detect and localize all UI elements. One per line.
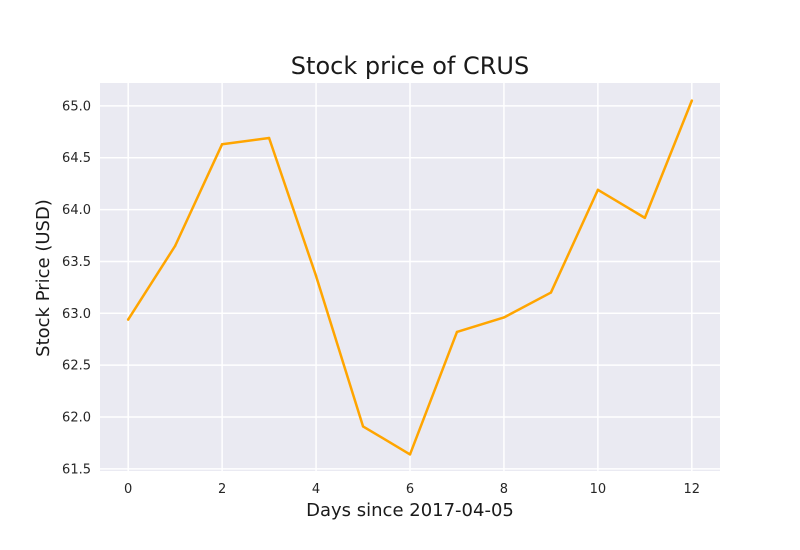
y-tick-label: 62.5 [62, 359, 91, 374]
x-tick-label: 4 [312, 482, 320, 497]
series-layer [126, 99, 694, 456]
data-point [502, 316, 506, 319]
x-axis-label: Days since 2017-04-05 [306, 500, 514, 521]
y-tick-label: 64.0 [62, 203, 91, 218]
y-axis-label: Stock Price (USD) [33, 199, 54, 357]
y-tick-label: 65.0 [62, 99, 91, 114]
data-point [549, 291, 553, 294]
data-point [314, 274, 318, 278]
data-point [361, 425, 365, 428]
y-tick-label: 64.5 [62, 151, 91, 166]
x-axis-ticks: 0 2 4 6 8 10 12 [124, 482, 700, 497]
y-tick-label: 61.5 [62, 462, 91, 477]
x-tick-label: 8 [500, 482, 508, 497]
y-tick-label: 63.5 [62, 255, 91, 270]
data-point [173, 244, 177, 248]
x-tick-label: 6 [406, 482, 414, 497]
chart-title: Stock price of CRUS [291, 52, 529, 80]
data-point [643, 216, 647, 220]
data-point [408, 453, 412, 456]
y-axis-ticks: 61.5 62.0 62.5 63.0 63.5 64.0 64.5 65.0 [62, 99, 91, 477]
x-tick-label: 0 [124, 482, 132, 497]
y-tick-label: 63.0 [62, 307, 91, 322]
x-tick-label: 12 [684, 482, 701, 497]
x-tick-label: 10 [590, 482, 607, 497]
data-point [126, 318, 130, 321]
data-point [690, 99, 694, 102]
x-tick-label: 2 [218, 482, 226, 497]
y-tick-label: 62.0 [62, 411, 91, 426]
data-point [220, 143, 224, 146]
data-point [596, 188, 600, 192]
data-point [455, 330, 459, 334]
y-gridlines [100, 105, 720, 470]
data-point [267, 136, 271, 140]
